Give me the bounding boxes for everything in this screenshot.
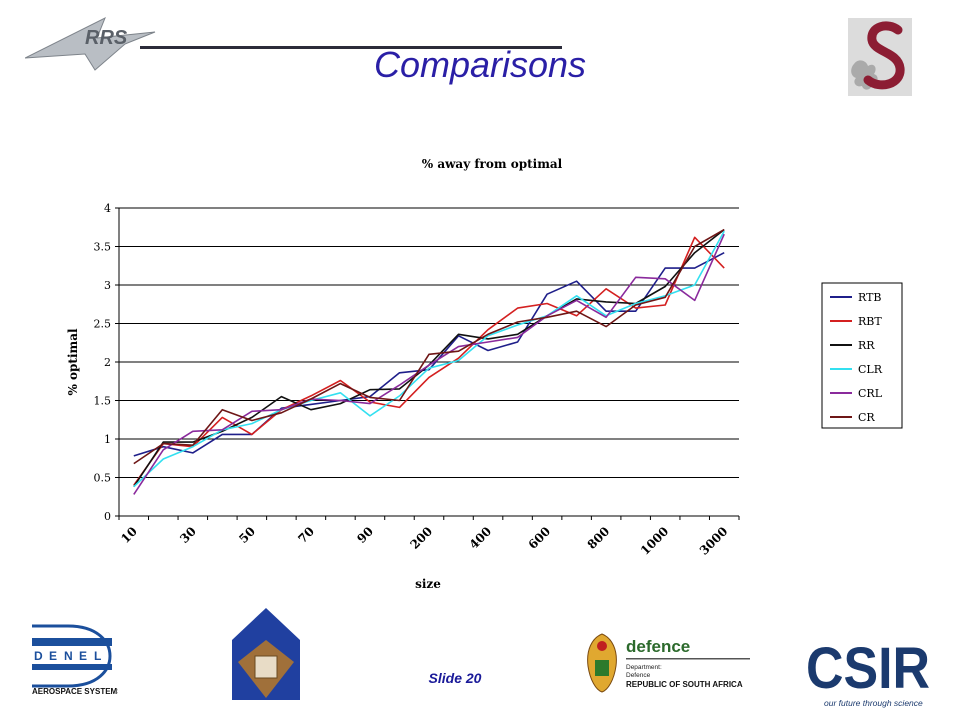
line-chart: % away from optimal 0 0.5 1 1.5 2 2.5 3 3.5 4 10… (66, 157, 903, 591)
y-tick-label: 3.5 (94, 241, 112, 254)
x-tick-label: 10 (118, 524, 140, 546)
stellenbosch-logo (848, 18, 912, 96)
y-tick-label: 4 (104, 202, 111, 215)
x-tick-label: 200 (407, 524, 435, 552)
x-tick-label: 800 (585, 524, 613, 552)
chart-legend: RTB RBT RR CLR CRL CR (821, 282, 903, 429)
x-axis: 10 30 50 70 90 200 400 600 800 1000 3000 (118, 515, 740, 558)
y-tick-label: 1 (104, 433, 111, 446)
chart-title: % away from optimal (422, 157, 563, 171)
rrs-logo: RRS (25, 16, 562, 71)
denel-letter: E (49, 649, 57, 663)
gridlines (119, 207, 739, 478)
series-line-rr (133, 228, 725, 488)
x-tick-label: 90 (354, 524, 376, 546)
denel-letter: L (94, 649, 101, 663)
x-axis-label: size (415, 577, 441, 591)
header-rule (140, 46, 562, 49)
slide-title: Comparisons (373, 44, 587, 85)
y-tick-label: 2 (104, 356, 111, 369)
series-line-crl (133, 233, 725, 495)
defence-logo: defence Department: Defence REPUBLIC OF … (587, 633, 750, 693)
y-tick-label: 0 (104, 510, 111, 523)
y-tick-label: 3 (104, 279, 111, 292)
series-line-cr (133, 228, 725, 465)
denel-letter: D (34, 649, 43, 663)
denel-letter: E (79, 649, 87, 663)
rrs-logo-swoosh (25, 16, 156, 71)
dome-emblem-logo (232, 608, 300, 700)
legend-label-rr: RR (858, 339, 875, 352)
denel-logo-band (32, 638, 112, 646)
s-letter-icon (863, 21, 905, 90)
legend-label-clr: CLR (858, 363, 883, 376)
emblem-door (254, 655, 278, 679)
x-tick-label: 3000 (697, 524, 731, 558)
defence-line1: Department: (626, 664, 662, 671)
defence-line3: REPUBLIC OF SOUTH AFRICA (626, 680, 743, 689)
denel-caption: AEROSPACE SYSTEMS (32, 687, 118, 696)
y-axis-label: % optimal (66, 328, 80, 396)
series-line-rtb (133, 251, 725, 457)
defence-rule (626, 658, 750, 660)
legend-box (821, 282, 903, 429)
y-tick-label: 1.5 (94, 395, 112, 408)
x-tick-label: 30 (177, 524, 199, 546)
defence-word: defence (626, 637, 690, 656)
y-tick-label: 0.5 (94, 472, 112, 485)
y-tick-label: 2.5 (94, 318, 112, 331)
legend-label-rtb: RTB (858, 291, 882, 304)
x-tick-label: 600 (526, 524, 554, 552)
csir-wordmark: CSIR (806, 636, 930, 701)
rrs-logo-text: RRS (85, 27, 128, 49)
y-axis: 0 0.5 1 1.5 2 2.5 3 3.5 4 (94, 202, 120, 523)
legend-label-crl: CRL (858, 387, 883, 400)
slide-number: Slide 20 (428, 670, 482, 686)
series-line-rbt (133, 236, 725, 486)
csir-logo: CSIR our future through science (806, 636, 930, 708)
legend-label-rbt: RBT (858, 315, 882, 328)
defence-line2: Defence (626, 672, 651, 679)
legend-label-cr: CR (858, 411, 875, 424)
x-tick-label: 70 (295, 524, 317, 546)
csir-tagline: our future through science (824, 698, 923, 708)
denel-letter: N (64, 649, 73, 663)
series-line-clr (133, 230, 725, 488)
x-tick-label: 1000 (638, 524, 672, 558)
denel-logo-band (32, 664, 112, 670)
series-lines (133, 228, 725, 495)
coat-of-arms-icon (587, 633, 617, 693)
x-tick-label: 400 (467, 524, 495, 552)
x-tick-label: 50 (236, 524, 258, 546)
denel-logo-globe (32, 624, 112, 688)
